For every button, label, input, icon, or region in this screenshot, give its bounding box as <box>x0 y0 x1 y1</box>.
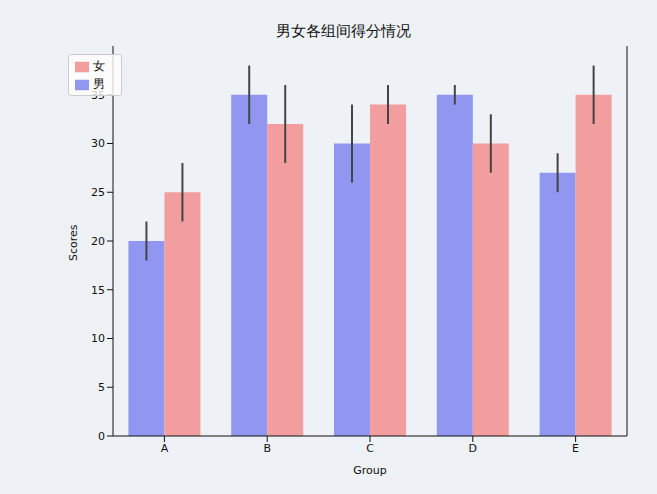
svg-text:A: A <box>161 442 169 455</box>
svg-text:25: 25 <box>91 186 105 199</box>
svg-text:35: 35 <box>91 89 105 102</box>
svg-text:Group: Group <box>353 464 387 477</box>
svg-text:30: 30 <box>91 137 105 150</box>
html-text:男: 男 <box>93 77 105 91</box>
svg-text:10: 10 <box>91 332 105 345</box>
svg-text:C: C <box>366 442 374 455</box>
svg-text:E: E <box>572 442 579 455</box>
svg-text:Scores: Scores <box>67 224 80 261</box>
svg-text:20: 20 <box>91 235 105 248</box>
svg-text:D: D <box>469 442 477 455</box>
svg-text:15: 15 <box>91 284 105 297</box>
svg-text:0: 0 <box>98 430 105 443</box>
html-text:男女各组间得分情况: 男女各组间得分情况 <box>276 22 411 40</box>
svg-text:B: B <box>263 442 271 455</box>
html-text:女: 女 <box>93 59 105 73</box>
svg-text:5: 5 <box>98 381 105 394</box>
